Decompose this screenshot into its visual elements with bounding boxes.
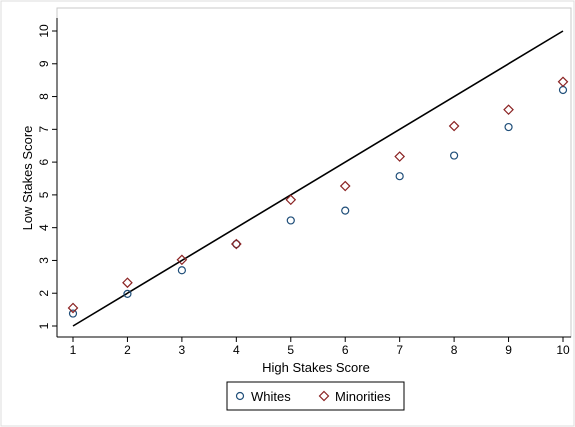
x-tick-label: 1 bbox=[70, 343, 77, 357]
y-tick-label: 10 bbox=[37, 24, 51, 38]
point-minorities bbox=[176, 254, 188, 266]
y-tick-label: 6 bbox=[37, 158, 51, 165]
reference-line-group bbox=[72, 30, 564, 327]
y-axis: 1 2 3 4 5 6 7 8 9 10 bbox=[37, 18, 58, 337]
y-tick-label: 1 bbox=[37, 322, 51, 329]
y-axis-title: Low Stakes Score bbox=[20, 126, 35, 231]
legend-minorities-label: Minorities bbox=[335, 389, 391, 404]
y-tick-label: 3 bbox=[37, 257, 51, 264]
y-tick-label: 8 bbox=[37, 93, 51, 100]
point-minorities bbox=[503, 104, 514, 116]
x-tick-label: 2 bbox=[124, 343, 131, 357]
reference-line bbox=[72, 30, 564, 327]
series-minorities bbox=[67, 76, 569, 314]
x-tick-label: 3 bbox=[179, 343, 186, 357]
point-whites bbox=[177, 266, 186, 275]
point-minorities bbox=[557, 76, 569, 88]
point-whites bbox=[68, 309, 78, 318]
point-minorities bbox=[230, 238, 242, 250]
point-whites bbox=[123, 289, 132, 298]
x-axis: 1 2 3 4 5 6 7 8 9 10 bbox=[57, 336, 571, 357]
legend-whites-label: Whites bbox=[251, 389, 291, 404]
legend-whites-marker bbox=[235, 391, 245, 401]
x-tick-label: 5 bbox=[287, 343, 294, 357]
x-tick-label: 9 bbox=[505, 343, 512, 357]
point-whites bbox=[232, 239, 241, 249]
x-tick-label: 7 bbox=[396, 343, 403, 357]
point-minorities bbox=[67, 302, 79, 314]
y-tick-label: 2 bbox=[37, 290, 51, 297]
point-minorities bbox=[285, 194, 297, 206]
point-whites bbox=[395, 172, 404, 181]
point-minorities bbox=[394, 151, 406, 162]
point-whites bbox=[341, 206, 350, 215]
x-tick-label: 4 bbox=[233, 343, 240, 357]
y-tick-label: 4 bbox=[37, 224, 51, 231]
x-tick-label: 8 bbox=[451, 343, 458, 357]
legend: Whites Minorities bbox=[226, 381, 405, 411]
point-whites bbox=[450, 151, 459, 160]
plot-area bbox=[56, 7, 572, 338]
y-tick-label: 7 bbox=[37, 126, 51, 133]
x-tick-label: 10 bbox=[556, 343, 570, 357]
point-whites bbox=[286, 216, 295, 225]
x-tick-label: 6 bbox=[342, 343, 349, 357]
point-minorities bbox=[339, 180, 351, 192]
y-tick-label: 5 bbox=[37, 191, 51, 198]
point-minorities bbox=[448, 120, 460, 132]
y-tick-label: 9 bbox=[37, 60, 51, 67]
point-minorities bbox=[122, 277, 133, 289]
legend-minorities-marker bbox=[318, 390, 330, 402]
point-whites bbox=[504, 122, 513, 132]
x-axis-title: High Stakes Score bbox=[262, 360, 370, 375]
legend-box bbox=[226, 381, 405, 411]
